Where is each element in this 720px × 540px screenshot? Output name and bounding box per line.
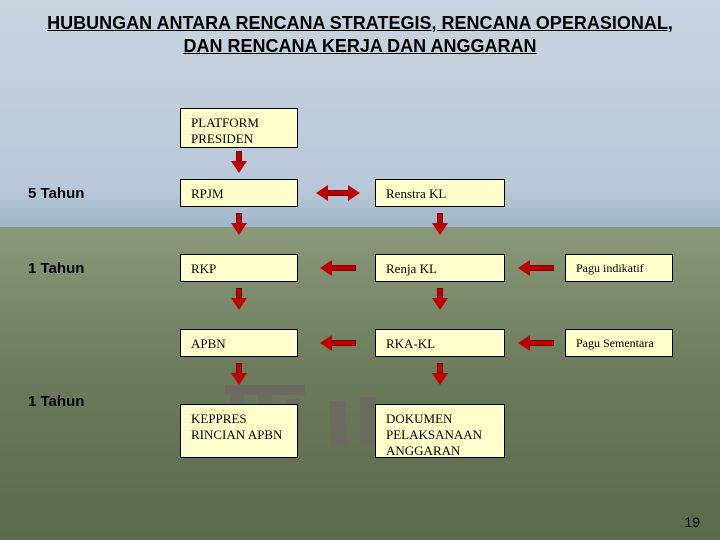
arrow-down-icon <box>432 288 448 310</box>
arrow-left-icon <box>320 335 356 351</box>
period-5tahun: 5 Tahun <box>28 185 84 202</box>
box-keppres: KEPPRES RINCIAN APBN <box>180 404 298 458</box>
box-apbn: APBN <box>180 329 298 357</box>
box-pagu-sementara: Pagu Sementara <box>565 329 673 357</box>
arrow-bidir-icon <box>316 185 360 201</box>
arrow-left-icon <box>518 335 554 351</box>
box-rkp: RKP <box>180 254 298 282</box>
box-pagu-indikatif: Pagu indikatif <box>565 254 673 282</box>
arrow-down-icon <box>432 213 448 235</box>
arrow-down-icon <box>231 213 247 235</box>
box-rpjm: RPJM <box>180 179 298 207</box>
period-1tahun-b: 1 Tahun <box>28 393 84 410</box>
arrow-down-icon <box>432 363 448 385</box>
page-number: 19 <box>684 514 700 530</box>
period-1tahun-a: 1 Tahun <box>28 260 84 277</box>
box-renstra: Renstra KL <box>375 179 505 207</box>
box-renja: Renja KL <box>375 254 505 282</box>
arrow-down-icon <box>231 363 247 385</box>
box-platform: PLATFORM PRESIDEN <box>180 108 298 148</box>
arrow-down-icon <box>231 288 247 310</box>
slide-title: HUBUNGAN ANTARA RENCANA STRATEGIS, RENCA… <box>0 0 720 63</box>
arrow-left-icon <box>320 260 356 276</box>
flow-diagram: 5 Tahun 1 Tahun 1 Tahun PLATFORM PRESIDE… <box>0 63 720 523</box>
arrow-down-icon <box>231 151 247 173</box>
box-dokumen: DOKUMEN PELAKSANAAN ANGGARAN <box>375 404 505 458</box>
box-rka: RKA-KL <box>375 329 505 357</box>
arrow-left-icon <box>518 260 554 276</box>
